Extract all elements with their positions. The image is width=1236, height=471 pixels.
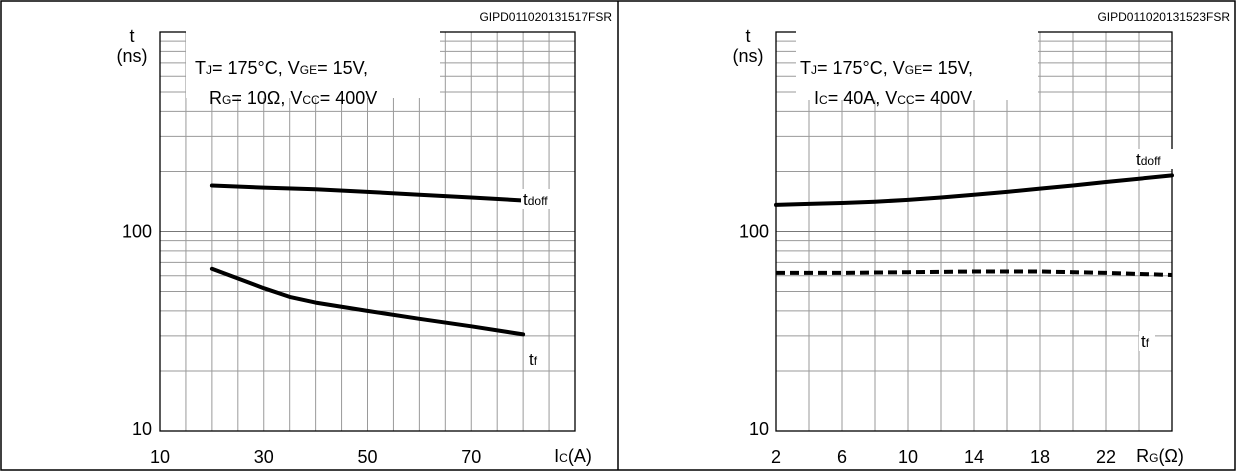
conditions-box xyxy=(796,30,1038,100)
x-tick-label: 10 xyxy=(150,447,170,467)
conditions-box xyxy=(186,30,440,98)
x-axis-unit: IC(A) xyxy=(554,446,592,466)
series-label-background xyxy=(1139,331,1155,351)
x-tick-label: 30 xyxy=(254,447,274,467)
reference-code: GIPD011020131517FSR xyxy=(479,10,612,24)
x-tick-label: 10 xyxy=(898,447,918,467)
x-tick-label: 70 xyxy=(461,447,481,467)
test-conditions-line-2: IC= 40A, VCC= 400V xyxy=(814,88,972,108)
series-label-background xyxy=(527,349,543,369)
chart-panel-1: GIPD011020131517FSR t(ns) 100 10 10 30 50 70 IC(… xyxy=(117,10,613,467)
series-line-tf xyxy=(776,269,1173,277)
x-tick-label: 2 xyxy=(771,447,781,467)
x-tick-label: 6 xyxy=(837,447,847,467)
series-line-tdoff xyxy=(774,173,1174,207)
y-tick-label: 10 xyxy=(749,419,769,439)
series-label-background xyxy=(521,189,561,209)
y-tick-label: 10 xyxy=(132,419,152,439)
series-label-tf: tf xyxy=(529,350,538,369)
x-tick-label: 14 xyxy=(964,447,984,467)
y-axis-unit-symbol: t xyxy=(745,26,750,46)
y-axis-unit: (ns) xyxy=(117,46,148,66)
y-tick-label: 100 xyxy=(122,222,152,242)
series-line-tf xyxy=(209,266,526,337)
y-tick-label: 100 xyxy=(739,222,769,242)
y-axis-unit-symbol: t xyxy=(129,26,134,46)
x-tick-label: 50 xyxy=(357,447,377,467)
test-conditions-line-2: RG= 10Ω, VCC= 400V xyxy=(209,88,377,108)
x-tick-label: 22 xyxy=(1096,447,1116,467)
test-conditions-line-1: TJ= 175°C, VGE= 15V, xyxy=(800,58,973,78)
series-label-background xyxy=(1134,149,1174,169)
y-axis-unit: (ns) xyxy=(733,46,764,66)
x-tick-label: 18 xyxy=(1030,447,1050,467)
test-conditions-line-1: TJ= 175°C, VGE= 15V, xyxy=(195,58,368,78)
series-label-tdoff: tdoff xyxy=(523,190,548,209)
series-label-tf: tf xyxy=(1141,332,1150,351)
series-line-tdoff xyxy=(209,183,526,203)
x-axis-unit: RG(Ω) xyxy=(1136,446,1184,466)
series-label-tdoff: tdoff xyxy=(1136,150,1161,169)
reference-code: GIPD011020131523FSR xyxy=(1097,10,1230,24)
